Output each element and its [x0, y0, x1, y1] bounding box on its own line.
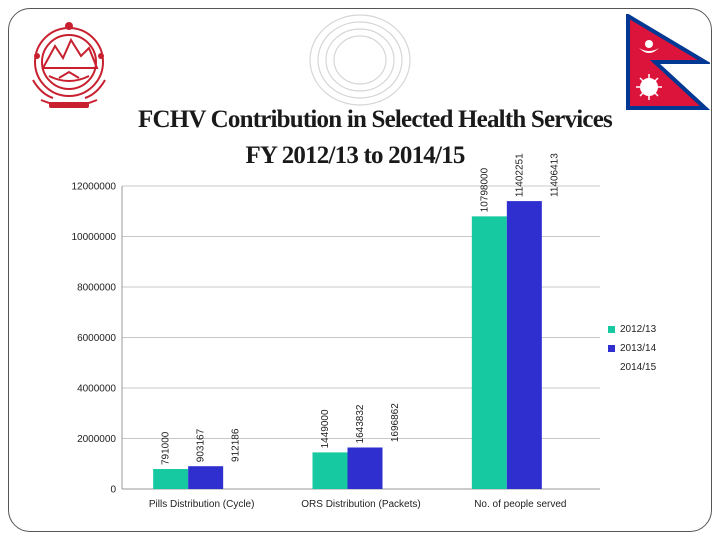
slide-frame: [8, 8, 712, 532]
chart-legend: 2012/13 2013/14 2014/15: [608, 320, 656, 377]
legend-label: 2013/14: [620, 343, 657, 354]
chart-title-line-1: FCHV Contribution in Selected Health Ser…: [138, 106, 613, 133]
y-tick-label: 2000000: [77, 434, 116, 445]
y-tick-label: 4000000: [77, 384, 116, 395]
data-label: 1643832: [355, 404, 366, 443]
legend-swatch: [608, 326, 615, 333]
x-tick-label: No. of people served: [474, 499, 566, 510]
y-tick-label: 6000000: [77, 333, 116, 344]
bar-2012-13: [153, 469, 189, 489]
data-label: 11402251: [514, 153, 525, 197]
data-label: 1449000: [320, 409, 331, 448]
bar-2014-15: [223, 466, 258, 489]
data-label: 912186: [231, 428, 242, 462]
legend-swatch: [608, 345, 615, 352]
chart-title-line-2: FY 2012/13 to 2014/15: [245, 142, 465, 169]
x-tick-label: Pills Distribution (Cycle): [149, 499, 255, 510]
y-tick-label: 8000000: [77, 283, 116, 294]
bar-2014-15: [383, 446, 418, 489]
legend-entry: 2013/14: [608, 339, 656, 358]
nepal-flag-icon: [626, 14, 710, 110]
bar-2012-13: [312, 452, 348, 489]
data-label: 1696862: [390, 403, 401, 442]
legend-label: 2014/15: [620, 362, 657, 373]
data-label: 11406413: [549, 153, 560, 197]
y-tick-label: 12000000: [72, 182, 117, 193]
bar-2013-14: [506, 201, 542, 490]
data-label: 903167: [196, 428, 207, 462]
data-label: 10798000: [479, 167, 490, 212]
bar-2012-13: [471, 216, 507, 489]
concentric-rings-icon: [309, 14, 411, 106]
data-label: 791000: [161, 431, 172, 465]
nepal-emblem-icon: [32, 22, 106, 108]
legend-swatch: [608, 364, 615, 371]
y-tick-label: 0: [110, 485, 116, 496]
legend-label: 2012/13: [620, 324, 657, 335]
bar-2013-14: [188, 466, 224, 489]
bar-2014-15: [542, 201, 577, 489]
legend-entry: 2012/13: [608, 320, 656, 339]
bar-2013-14: [347, 447, 383, 489]
y-tick-label: 10000000: [72, 232, 117, 243]
x-tick-label: ORS Distribution (Packets): [301, 499, 420, 510]
legend-entry: 2014/15: [608, 358, 656, 377]
